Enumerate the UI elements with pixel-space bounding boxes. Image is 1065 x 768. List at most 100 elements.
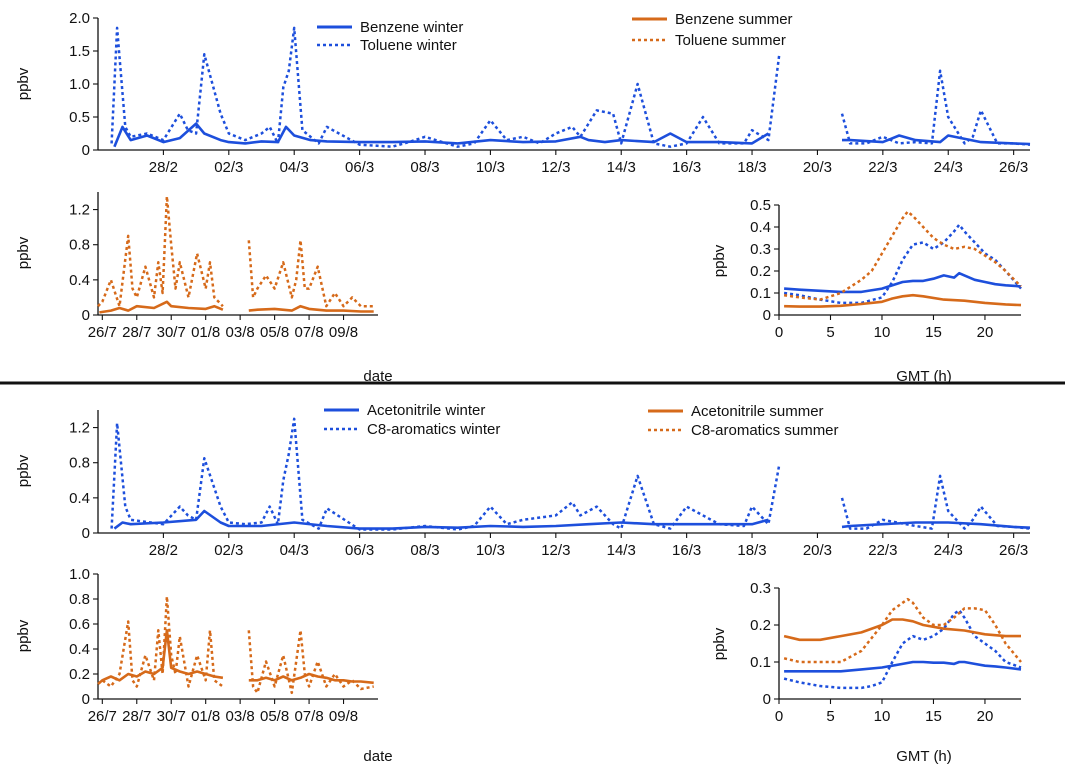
y-tick-label: 1.5 <box>69 43 90 60</box>
series-toluene-summer <box>783 210 1022 301</box>
x-tick-label: 09/8 <box>329 708 358 725</box>
y-tick-label: 0 <box>82 691 90 708</box>
chart-p2: 0 0.4 0.8 1.2 26/7 28/7 30/7 01/8 03/8 05/8 07/8 09… <box>15 192 393 385</box>
x-axis-label: GMT (h) <box>896 368 952 385</box>
x-tick-label: 20/3 <box>803 159 832 176</box>
x-tick-label: 14/3 <box>607 542 636 559</box>
series-benzene-winter <box>784 271 1022 294</box>
chart-p5: 0 0.2 0.4 0.6 0.8 1.0 26/7 28/7 30/7 01/8 03/8 05/8… <box>15 566 393 765</box>
x-tick-label: 12/3 <box>541 159 570 176</box>
legend-top-winter: Benzene winter Toluene winter <box>317 19 463 54</box>
legend-label-toluene-summer: Toluene summer <box>675 32 786 49</box>
x-tick-label: 24/3 <box>934 159 963 176</box>
y-tick-label: 0 <box>82 525 90 542</box>
x-tick-label: 06/3 <box>345 542 374 559</box>
y-tick-label: 0.8 <box>69 237 90 254</box>
y-tick-label: 0.1 <box>750 654 771 671</box>
y-axis-label: ppbv <box>15 236 32 269</box>
y-tick-label: 0 <box>763 307 771 324</box>
x-tick-label: 10/3 <box>476 159 505 176</box>
x-tick-label: 20/3 <box>803 542 832 559</box>
x-tick-label: 28/7 <box>122 708 151 725</box>
series-c8-aromatics-summer <box>97 595 374 695</box>
x-tick-label: 02/3 <box>214 159 243 176</box>
y-tick-label: 0.4 <box>69 272 90 289</box>
series-acetonitrile-winter <box>784 660 1022 673</box>
chart-p3: 0 0.1 0.2 0.3 0.4 0.5 0 5 10 15 20 ppbv GMT (h) <box>711 197 1022 385</box>
x-tick-label: 22/3 <box>868 159 897 176</box>
y-tick-label: 2.0 <box>69 10 90 27</box>
series-benzene-winter <box>113 122 1031 148</box>
series-c8-aromatics-summer <box>783 597 1022 664</box>
y-tick-label: 0 <box>82 307 90 324</box>
y-tick-label: 0.4 <box>750 219 771 236</box>
series-acetonitrile-summer <box>783 618 1021 642</box>
y-tick-label: 1.0 <box>69 566 90 583</box>
y-tick-label: 0.3 <box>750 580 771 597</box>
series-c8-aromatics-winter <box>110 417 1031 531</box>
chart-p4: 0 0.4 0.8 1.2 28/2 02/3 04/3 06/3 08/3 10/3 12/3 14… <box>15 410 1031 559</box>
x-tick-label: 16/3 <box>672 159 701 176</box>
x-tick-label: 05/8 <box>260 324 289 341</box>
legend-label-c8-aromatics-summer: C8-aromatics summer <box>691 422 839 439</box>
x-tick-label: 14/3 <box>607 159 636 176</box>
legend-label-c8-aromatics-winter: C8-aromatics winter <box>367 421 500 438</box>
legend-label-toluene-winter: Toluene winter <box>360 37 457 54</box>
x-tick-label: 16/3 <box>672 542 701 559</box>
y-tick-label: 0 <box>82 142 90 159</box>
x-tick-label: 30/7 <box>157 708 186 725</box>
x-tick-label: 15 <box>925 708 942 725</box>
x-tick-label: 01/8 <box>191 324 220 341</box>
chart-p6: 0 0.1 0.2 0.3 0 5 10 15 20 ppbv GMT (h) <box>711 580 1022 765</box>
y-tick-label: 0.1 <box>750 285 771 302</box>
x-tick-label: 28/2 <box>149 159 178 176</box>
x-tick-label: 08/3 <box>410 542 439 559</box>
y-tick-label: 0.3 <box>750 241 771 258</box>
x-tick-label: 22/3 <box>868 542 897 559</box>
legend-label-acetonitrile-summer: Acetonitrile summer <box>691 403 824 420</box>
x-tick-label: 01/8 <box>191 708 220 725</box>
series-toluene-winter <box>783 223 1022 305</box>
y-axis-label: ppbv <box>15 67 32 100</box>
y-axis-label: ppbv <box>711 627 728 660</box>
x-tick-label: 06/3 <box>345 159 374 176</box>
y-tick-label: 0 <box>763 691 771 708</box>
y-tick-label: 1.2 <box>69 202 90 219</box>
y-tick-label: 1.2 <box>69 420 90 437</box>
x-tick-label: 10/3 <box>476 542 505 559</box>
y-axis-label: ppbv <box>15 454 32 487</box>
x-tick-label: 04/3 <box>280 159 309 176</box>
x-axis-label: date <box>363 368 392 385</box>
x-tick-label: 20 <box>977 324 994 341</box>
legend-bottom-winter: Acetonitrile winter C8-aromatics winter <box>324 402 500 438</box>
x-tick-label: 10 <box>874 708 891 725</box>
y-tick-label: 0.5 <box>750 197 771 214</box>
x-tick-label: 04/3 <box>280 542 309 559</box>
x-tick-label: 03/8 <box>226 708 255 725</box>
x-tick-label: 5 <box>826 708 834 725</box>
y-tick-label: 0.4 <box>69 490 90 507</box>
x-axis-label: date <box>363 748 392 765</box>
series-benzene-summer <box>784 293 1022 308</box>
x-tick-label: 0 <box>775 324 783 341</box>
y-tick-label: 0.2 <box>750 617 771 634</box>
x-tick-label: 03/8 <box>226 324 255 341</box>
x-tick-label: 5 <box>826 324 834 341</box>
x-tick-label: 26/3 <box>999 159 1028 176</box>
y-tick-label: 0.8 <box>69 591 90 608</box>
y-tick-label: 0.5 <box>69 109 90 126</box>
legend-label-benzene-winter: Benzene winter <box>360 19 463 36</box>
x-tick-label: 18/3 <box>737 159 766 176</box>
series-c8-aromatics-winter <box>783 608 1022 690</box>
legend-label-acetonitrile-winter: Acetonitrile winter <box>367 402 485 419</box>
x-tick-label: 02/3 <box>214 542 243 559</box>
x-tick-label: 09/8 <box>329 324 358 341</box>
x-axis-label: GMT (h) <box>896 748 952 765</box>
x-tick-label: 0 <box>775 708 783 725</box>
x-tick-label: 28/7 <box>122 324 151 341</box>
x-tick-label: 07/8 <box>294 324 323 341</box>
y-tick-label: 0.6 <box>69 616 90 633</box>
series-toluene-summer <box>97 195 374 308</box>
series-benzene-summer <box>99 300 374 314</box>
